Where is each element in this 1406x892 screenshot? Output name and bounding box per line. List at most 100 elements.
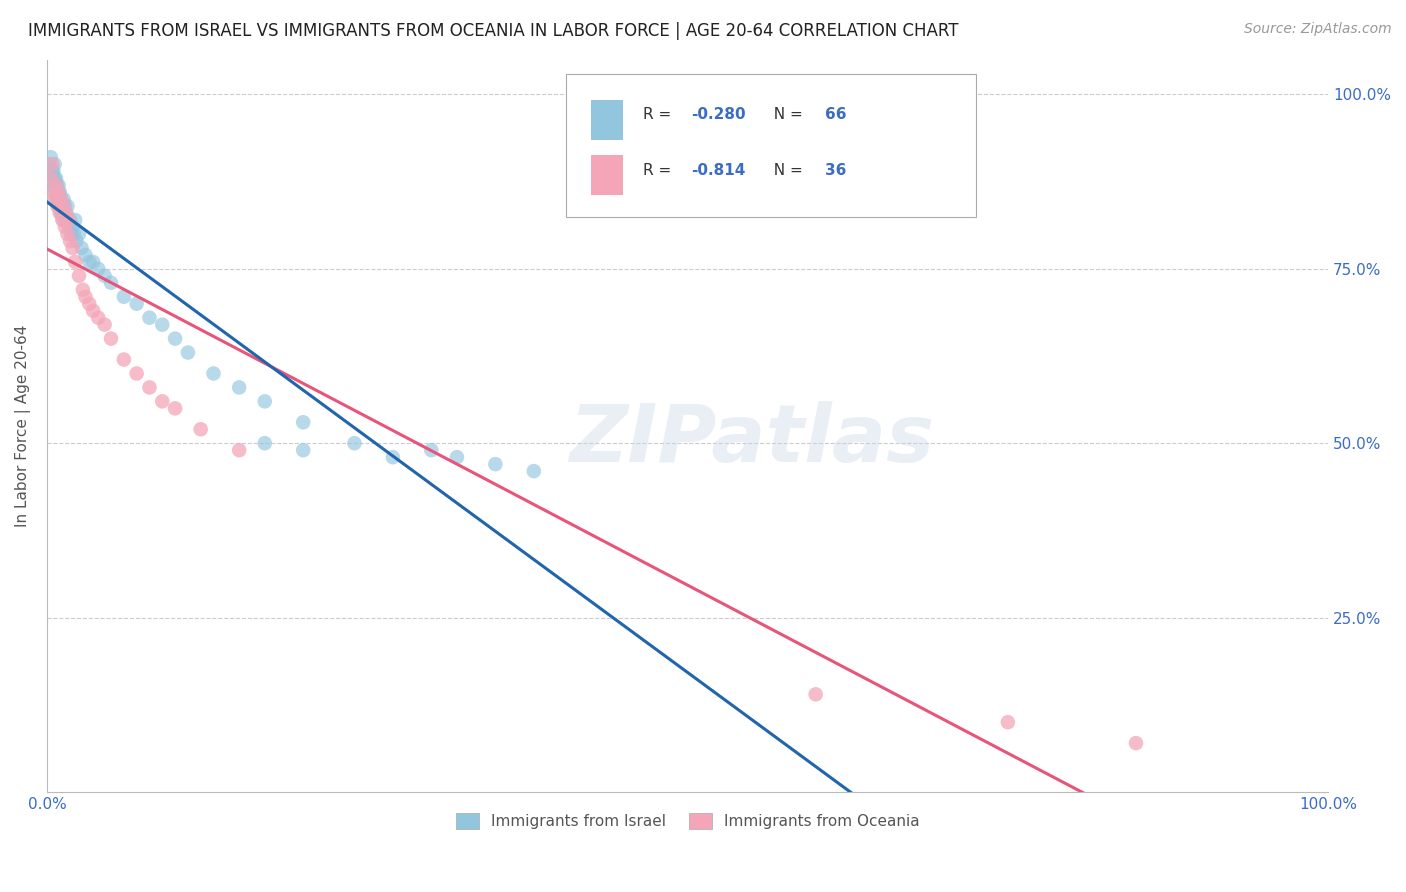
Text: R =: R = <box>643 163 676 178</box>
Point <box>41 164 63 178</box>
Point <box>53 219 76 234</box>
Point <box>52 192 75 206</box>
Point <box>48 185 70 199</box>
Point <box>39 171 62 186</box>
Point <box>51 199 73 213</box>
Point <box>484 457 506 471</box>
Point <box>51 206 73 220</box>
Point <box>997 715 1019 730</box>
Point <box>72 283 94 297</box>
Legend: Immigrants from Israel, Immigrants from Oceania: Immigrants from Israel, Immigrants from … <box>450 807 925 836</box>
Point <box>165 401 187 416</box>
Point <box>446 450 468 465</box>
Point <box>45 171 67 186</box>
Point <box>46 192 69 206</box>
Point <box>41 157 63 171</box>
Point <box>46 178 69 193</box>
Point <box>49 199 72 213</box>
Point <box>93 318 115 332</box>
Point <box>125 296 148 310</box>
Point <box>46 185 69 199</box>
Point <box>55 213 77 227</box>
Point <box>48 185 70 199</box>
FancyBboxPatch shape <box>565 74 976 217</box>
Point <box>67 268 90 283</box>
Point <box>75 248 97 262</box>
Point <box>44 157 66 171</box>
Point <box>93 268 115 283</box>
Point <box>59 213 82 227</box>
Point <box>190 422 212 436</box>
Point <box>56 199 79 213</box>
Point <box>62 219 84 234</box>
Point <box>343 436 366 450</box>
Point <box>44 171 66 186</box>
Point <box>53 199 76 213</box>
Text: N =: N = <box>765 107 808 122</box>
Text: IMMIGRANTS FROM ISRAEL VS IMMIGRANTS FROM OCEANIA IN LABOR FORCE | AGE 20-64 COR: IMMIGRANTS FROM ISRAEL VS IMMIGRANTS FRO… <box>28 22 959 40</box>
Point <box>49 206 72 220</box>
Point <box>381 450 404 465</box>
Point <box>49 192 72 206</box>
Text: Source: ZipAtlas.com: Source: ZipAtlas.com <box>1244 22 1392 37</box>
Text: ZIPatlas: ZIPatlas <box>569 401 934 479</box>
Point <box>42 185 65 199</box>
Point <box>1125 736 1147 750</box>
Point <box>44 192 66 206</box>
Point <box>150 318 173 332</box>
Text: N =: N = <box>765 163 808 178</box>
FancyBboxPatch shape <box>592 155 623 195</box>
Point <box>292 415 315 429</box>
Point <box>75 290 97 304</box>
Point <box>62 241 84 255</box>
Point <box>45 178 67 193</box>
Point <box>41 178 63 193</box>
Point <box>49 206 72 220</box>
Point <box>65 234 87 248</box>
Point <box>49 185 72 199</box>
Point <box>56 227 79 241</box>
Point <box>58 213 80 227</box>
FancyBboxPatch shape <box>592 100 623 140</box>
Point <box>67 227 90 241</box>
Point <box>52 213 75 227</box>
Point <box>228 443 250 458</box>
Point <box>202 367 225 381</box>
Point <box>60 227 83 241</box>
Point <box>523 464 546 478</box>
Point <box>55 206 77 220</box>
Point <box>55 206 77 220</box>
Point <box>100 332 122 346</box>
Point <box>253 394 276 409</box>
Point <box>48 178 70 193</box>
Point <box>49 192 72 206</box>
Point <box>38 157 60 171</box>
Point <box>49 192 72 206</box>
Point <box>125 367 148 381</box>
Point <box>253 436 276 450</box>
Point <box>70 241 93 255</box>
Point <box>82 255 104 269</box>
Point <box>42 178 65 193</box>
Point <box>63 227 86 241</box>
Text: -0.280: -0.280 <box>692 107 747 122</box>
Point <box>59 234 82 248</box>
Point <box>87 261 110 276</box>
Point <box>46 199 69 213</box>
Point <box>82 303 104 318</box>
Point <box>48 199 70 213</box>
Point <box>77 255 100 269</box>
Point <box>420 443 443 458</box>
Point <box>138 310 160 325</box>
Point <box>100 276 122 290</box>
Point <box>58 219 80 234</box>
Point <box>77 296 100 310</box>
Text: 36: 36 <box>825 163 846 178</box>
Point <box>39 150 62 164</box>
Text: 66: 66 <box>825 107 846 122</box>
Point <box>42 164 65 178</box>
Y-axis label: In Labor Force | Age 20-64: In Labor Force | Age 20-64 <box>15 325 31 527</box>
Point <box>138 380 160 394</box>
Point <box>63 213 86 227</box>
Text: R =: R = <box>643 107 676 122</box>
